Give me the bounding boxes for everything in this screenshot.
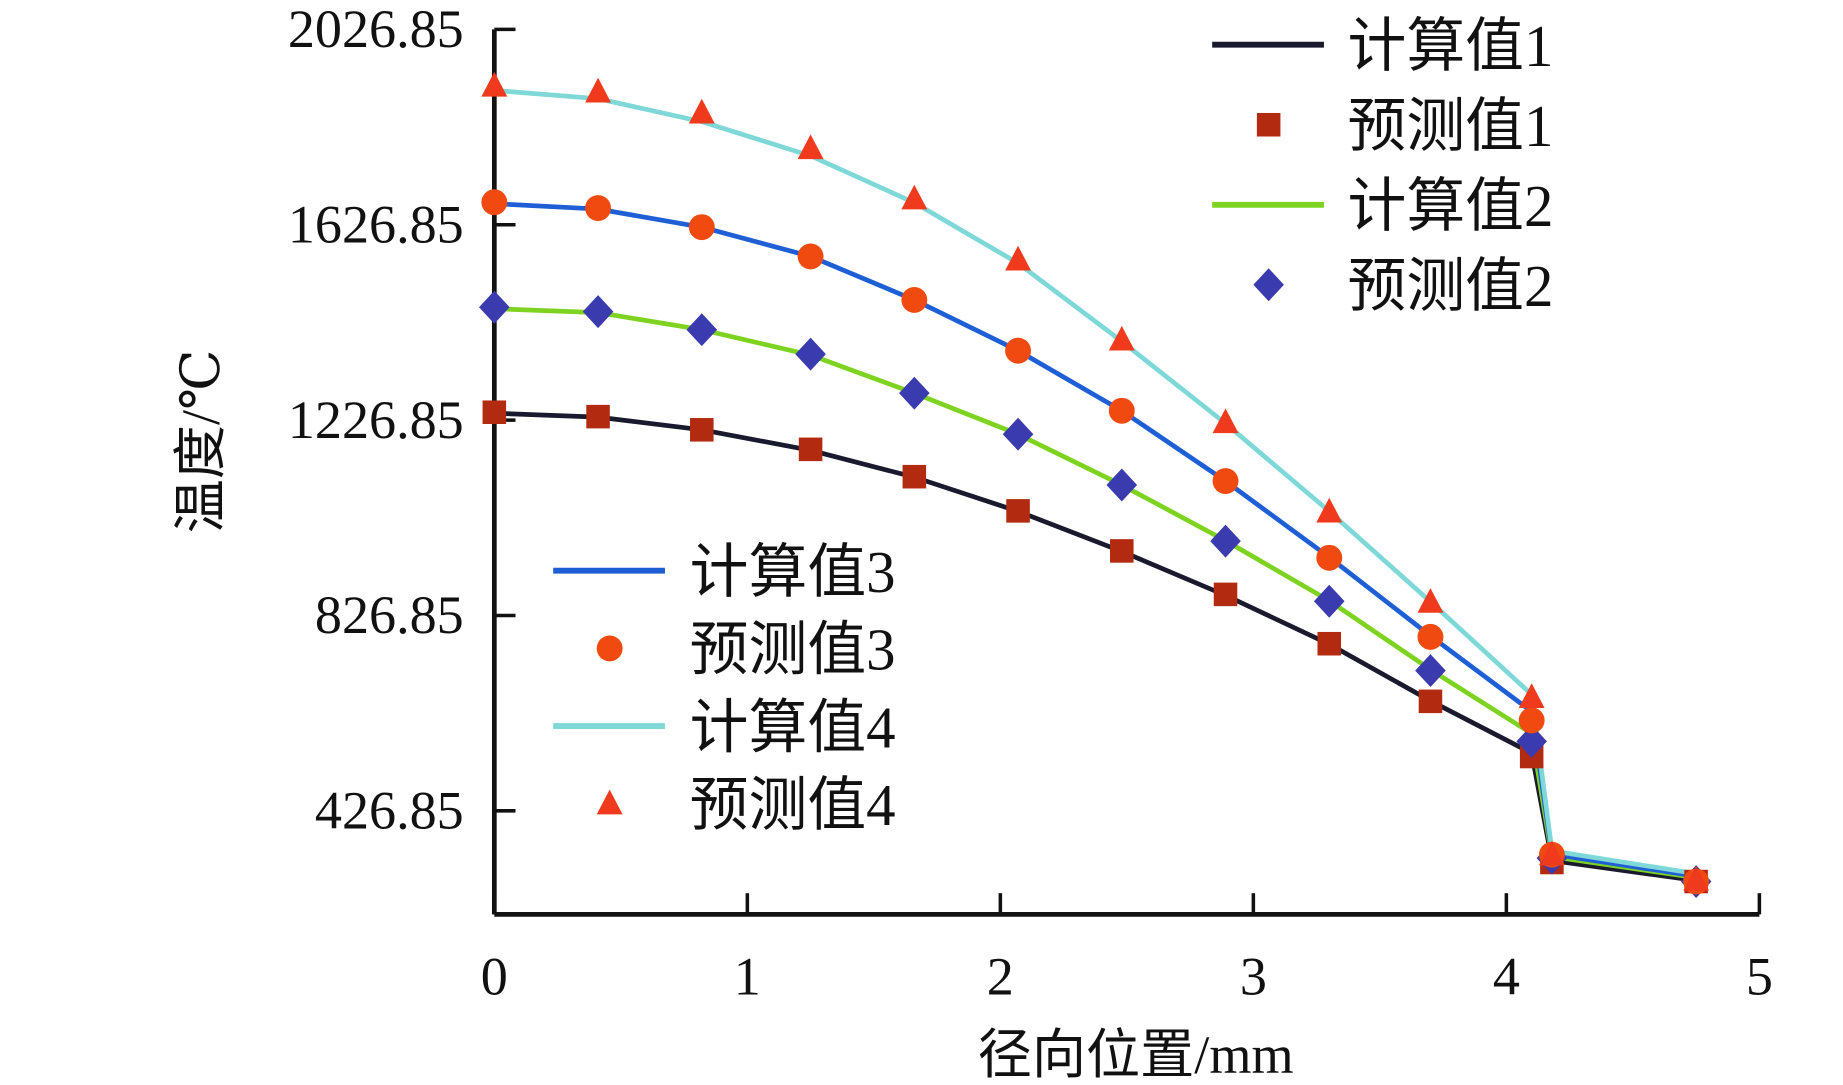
tick-labels: 0 1 2 3 4 5 426.85 826.85 1226.85 1626.85 2026.85 <box>288 0 1773 1006</box>
data-point-square <box>1110 539 1134 563</box>
data-point-square <box>482 400 507 424</box>
data-point-square <box>586 404 610 429</box>
data-point-circle <box>1005 337 1032 364</box>
x-tick-label: 0 <box>481 946 508 1006</box>
legend-label: 预测值1 <box>1347 94 1553 159</box>
x-tick-label: 2 <box>987 946 1014 1006</box>
data-point-diamond <box>795 337 826 371</box>
axes <box>491 27 1762 917</box>
data-point-square <box>1317 631 1342 656</box>
data-point-diamond <box>1002 417 1034 451</box>
x-tick-label: 3 <box>1240 946 1267 1006</box>
data-point-circle <box>688 214 715 241</box>
series-line-1 <box>494 410 1697 883</box>
data-point-triangle <box>1005 245 1032 271</box>
legend-label: 计算值4 <box>690 695 896 760</box>
data-point-square <box>798 437 823 462</box>
data-point-triangle <box>585 77 612 103</box>
y-tick-label: 2026.85 <box>288 0 464 59</box>
y-axis-label: 温度/℃ <box>171 349 231 533</box>
data-point-diamond <box>1106 468 1138 502</box>
data-point-triangle <box>1212 408 1239 434</box>
data-point-triangle <box>1316 497 1343 523</box>
data-point-diamond <box>1415 654 1446 688</box>
data-point-circle <box>585 195 612 222</box>
data-point-diamond <box>899 376 930 410</box>
data-point-diamond <box>1210 524 1241 558</box>
legend-top-right: 计算值1 预测值1 计算值2 预测值2 <box>1212 14 1553 319</box>
data-point-circle <box>797 243 824 270</box>
data-point-circle <box>481 189 508 216</box>
data-point-triangle <box>1417 588 1444 613</box>
legend-label: 计算值2 <box>1347 174 1553 239</box>
legend-lower-left: 计算值3 预测值3 计算值4 预测值4 <box>553 540 896 838</box>
legend-swatch-marker <box>1256 112 1281 137</box>
series-markers <box>479 71 1712 899</box>
data-point-triangle <box>1538 840 1565 866</box>
data-point-triangle <box>1683 865 1710 891</box>
legend-label: 预测值2 <box>1347 254 1553 319</box>
y-tick-label: 826.85 <box>315 585 464 645</box>
legend-label: 预测值4 <box>690 773 896 838</box>
data-point-circle <box>1518 707 1545 734</box>
data-point-triangle <box>688 98 715 124</box>
data-point-square <box>690 418 714 442</box>
legends: 计算值1 预测值1 计算值2 预测值2 计算值3 预测值3 计算值4 预测值4 <box>553 14 1553 838</box>
x-tick-label: 1 <box>734 946 761 1006</box>
x-tick-label: 5 <box>1746 946 1773 1006</box>
data-point-triangle <box>1518 683 1545 709</box>
legend-swatch-marker <box>596 789 623 815</box>
x-tick-label: 4 <box>1493 946 1520 1006</box>
y-tick-label: 426.85 <box>315 780 464 840</box>
data-point-square <box>1418 689 1443 714</box>
data-point-triangle <box>797 134 824 160</box>
data-point-diamond <box>582 295 614 329</box>
data-point-diamond <box>479 290 510 324</box>
data-point-square <box>902 464 927 489</box>
legend-label: 预测值3 <box>690 618 896 683</box>
data-point-triangle <box>481 71 508 97</box>
data-point-triangle <box>901 184 928 210</box>
legend-swatch-marker <box>596 635 623 662</box>
data-point-circle <box>1316 544 1343 571</box>
legend-label: 计算值1 <box>1347 14 1553 79</box>
data-point-square <box>1006 499 1030 523</box>
data-point-diamond <box>1313 584 1345 618</box>
data-point-square <box>1213 582 1238 607</box>
legend-swatch-marker <box>1253 268 1284 302</box>
data-point-triangle <box>1108 325 1135 351</box>
legend-label: 计算值3 <box>690 540 896 605</box>
data-point-circle <box>901 286 928 313</box>
data-point-diamond <box>686 313 718 347</box>
x-axis-label: 径向位置/mm <box>978 1025 1294 1085</box>
y-tick-label: 1226.85 <box>288 390 464 450</box>
data-point-diamond <box>1516 724 1547 758</box>
y-tick-label: 1626.85 <box>288 194 464 254</box>
data-point-circle <box>1417 623 1444 650</box>
data-point-circle <box>1212 468 1239 495</box>
data-point-circle <box>1108 397 1135 424</box>
